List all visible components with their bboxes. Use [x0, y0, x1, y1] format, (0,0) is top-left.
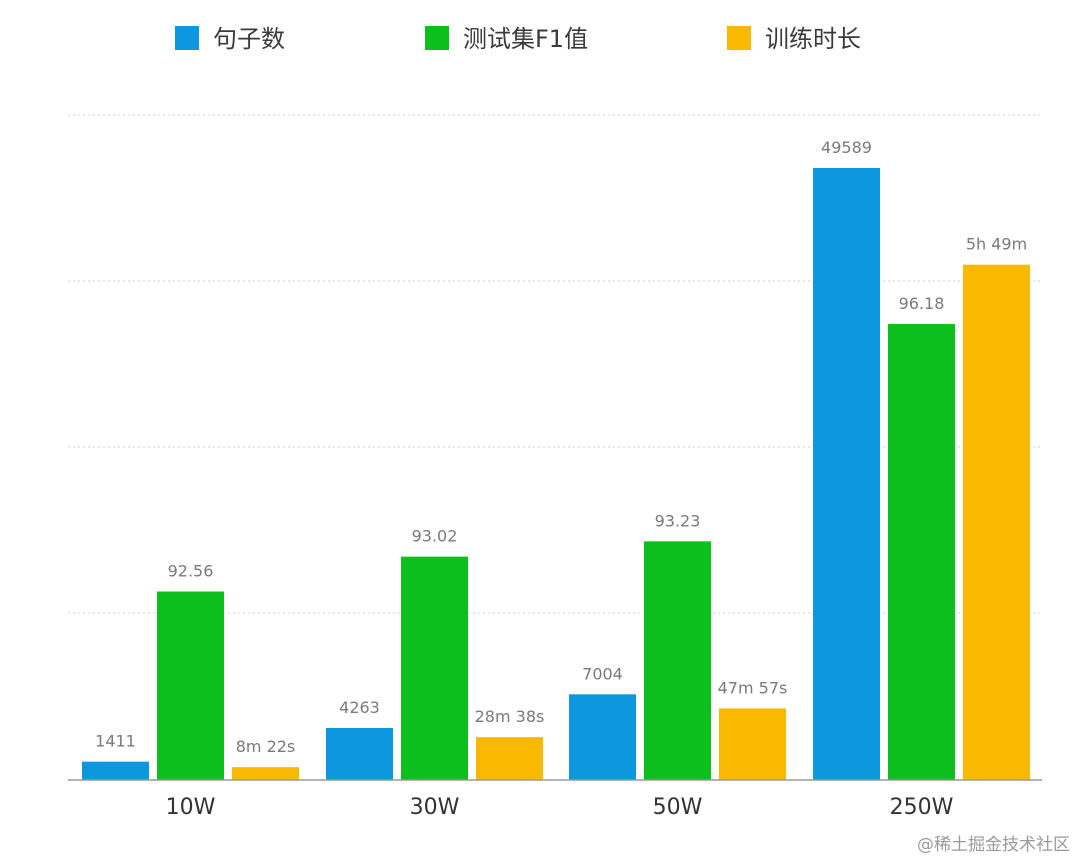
value-label-50W-series-1: 7004: [582, 664, 623, 683]
bar-30W-series-3: [476, 737, 543, 780]
value-label-10W-series-3: 8m 22s: [236, 737, 296, 756]
value-label-250W-series-1: 49589: [821, 138, 872, 157]
bar-50W-series-1: [569, 694, 636, 780]
bar-30W-series-2: [401, 556, 468, 780]
value-labels: 1411 92.56 8m 22s 4263 93.02 28m 38s 7004 93.23…: [95, 138, 1027, 756]
legend: 句子数 测试集F1值 训练时长: [175, 25, 861, 53]
legend-swatch-1: [175, 26, 199, 50]
legend-swatch-2: [425, 26, 449, 50]
legend-swatch-3: [727, 26, 751, 50]
bar-250W-series-1: [813, 168, 880, 780]
category-label-2: 30W: [410, 795, 460, 820]
watermark-text: @稀土掘金技术社区: [917, 835, 1070, 855]
bar-30W-series-1: [326, 727, 393, 780]
category-label-4: 250W: [890, 795, 954, 820]
value-label-30W-series-3: 28m 38s: [475, 707, 545, 726]
category-labels: 10W 30W 50W 250W: [166, 795, 954, 820]
legend-label-3: 训练时长: [765, 25, 861, 53]
value-label-50W-series-2: 93.23: [655, 511, 701, 530]
bar-50W-series-2: [644, 541, 711, 780]
category-label-3: 50W: [653, 795, 703, 820]
bar-250W-series-3: [963, 264, 1030, 780]
bar-10W-series-1: [82, 761, 149, 780]
value-label-250W-series-3: 5h 49m: [966, 235, 1027, 254]
legend-label-1: 句子数: [213, 25, 285, 53]
value-label-250W-series-2: 96.18: [899, 294, 945, 313]
value-label-10W-series-2: 92.56: [168, 562, 214, 581]
value-label-30W-series-1: 4263: [339, 698, 380, 717]
bar-10W-series-3: [232, 767, 299, 780]
bar-50W-series-3: [719, 708, 786, 780]
legend-label-2: 测试集F1值: [463, 25, 588, 53]
bar-250W-series-2: [888, 324, 955, 780]
value-label-30W-series-2: 93.02: [412, 527, 458, 546]
bar-10W-series-2: [157, 591, 224, 780]
value-label-50W-series-3: 47m 57s: [718, 678, 788, 697]
category-label-1: 10W: [166, 795, 216, 820]
value-label-10W-series-1: 1411: [95, 732, 136, 751]
bars: [82, 168, 1030, 780]
